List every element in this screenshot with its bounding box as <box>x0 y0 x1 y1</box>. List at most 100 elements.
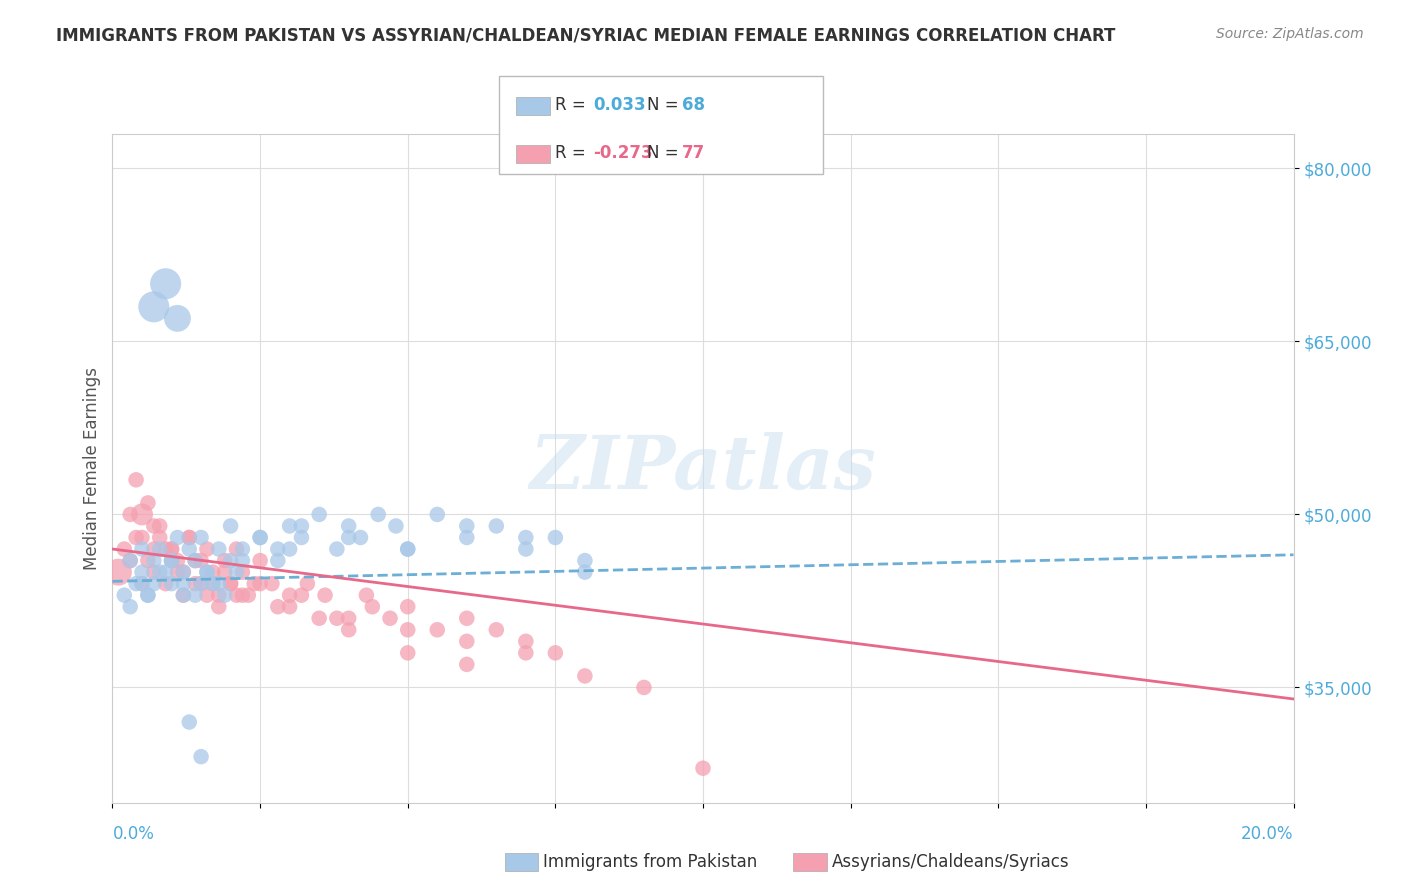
Point <box>396 542 419 557</box>
Point <box>172 565 194 579</box>
Point <box>125 576 148 591</box>
Point <box>195 588 218 602</box>
Point <box>184 553 207 567</box>
Point <box>290 519 312 533</box>
Point <box>125 473 148 487</box>
Text: 0.0%: 0.0% <box>112 825 155 843</box>
Point <box>184 553 207 567</box>
Text: Immigrants from Pakistan: Immigrants from Pakistan <box>543 853 756 871</box>
Point <box>456 519 478 533</box>
Point <box>142 565 165 579</box>
Point <box>692 761 714 775</box>
Point <box>160 542 183 557</box>
Point <box>125 531 148 545</box>
Point <box>378 611 401 625</box>
Text: 68: 68 <box>682 96 704 114</box>
Point <box>155 542 177 557</box>
Point <box>396 623 419 637</box>
Point <box>214 565 236 579</box>
Point <box>179 714 201 729</box>
Point <box>112 542 135 557</box>
Point <box>166 553 188 567</box>
Point <box>120 553 142 567</box>
Point <box>131 576 153 591</box>
Point <box>219 519 242 533</box>
Text: ZIPatlas: ZIPatlas <box>530 432 876 505</box>
Point <box>243 576 266 591</box>
Point <box>456 531 478 545</box>
Point <box>349 531 371 545</box>
Point <box>155 565 177 579</box>
Point <box>485 519 508 533</box>
Point <box>515 634 537 648</box>
Point <box>120 508 142 522</box>
Text: Assyrians/Chaldeans/Syriacs: Assyrians/Chaldeans/Syriacs <box>832 853 1070 871</box>
Point <box>396 542 419 557</box>
Text: 77: 77 <box>682 145 706 162</box>
Point <box>201 565 224 579</box>
Text: R =: R = <box>555 145 592 162</box>
Point <box>142 553 165 567</box>
Point <box>267 599 290 614</box>
Point <box>337 519 360 533</box>
Point <box>184 588 207 602</box>
Point <box>136 588 159 602</box>
Point <box>201 576 224 591</box>
Point <box>326 611 349 625</box>
Point <box>314 588 336 602</box>
Text: -0.273: -0.273 <box>593 145 652 162</box>
Point <box>396 599 419 614</box>
Point <box>219 576 242 591</box>
Text: 20.0%: 20.0% <box>1241 825 1294 843</box>
Point <box>278 599 301 614</box>
Point <box>136 496 159 510</box>
Point <box>308 508 330 522</box>
Point <box>208 576 231 591</box>
Y-axis label: Median Female Earnings: Median Female Earnings <box>83 367 101 570</box>
Point <box>260 576 283 591</box>
Text: 0.033: 0.033 <box>593 96 645 114</box>
Point <box>267 542 290 557</box>
Point <box>131 531 153 545</box>
Point <box>238 588 260 602</box>
Point <box>155 277 177 291</box>
Point <box>231 542 253 557</box>
Point <box>515 646 537 660</box>
Point <box>149 519 172 533</box>
Point <box>201 576 224 591</box>
Point <box>426 508 449 522</box>
Point <box>231 553 253 567</box>
Point <box>160 576 183 591</box>
Point <box>574 565 596 579</box>
Point <box>219 553 242 567</box>
Point <box>131 542 153 557</box>
Point <box>214 553 236 567</box>
Point <box>574 669 596 683</box>
Point <box>297 576 319 591</box>
Point <box>225 588 247 602</box>
Point <box>278 588 301 602</box>
Point <box>190 576 212 591</box>
Point <box>225 542 247 557</box>
Point <box>190 531 212 545</box>
Text: N =: N = <box>647 145 683 162</box>
Point <box>120 599 142 614</box>
Point <box>290 588 312 602</box>
Point <box>172 565 194 579</box>
Point <box>231 588 253 602</box>
Point <box>544 531 567 545</box>
Point <box>515 531 537 545</box>
Point <box>633 681 655 695</box>
Point <box>172 588 194 602</box>
Point <box>160 553 183 567</box>
Point <box>149 542 172 557</box>
Point <box>515 542 537 557</box>
Point <box>249 553 271 567</box>
Point <box>195 565 218 579</box>
Point <box>160 553 183 567</box>
Point <box>195 542 218 557</box>
Point <box>172 576 194 591</box>
Point <box>160 542 183 557</box>
Point <box>337 531 360 545</box>
Point <box>278 519 301 533</box>
